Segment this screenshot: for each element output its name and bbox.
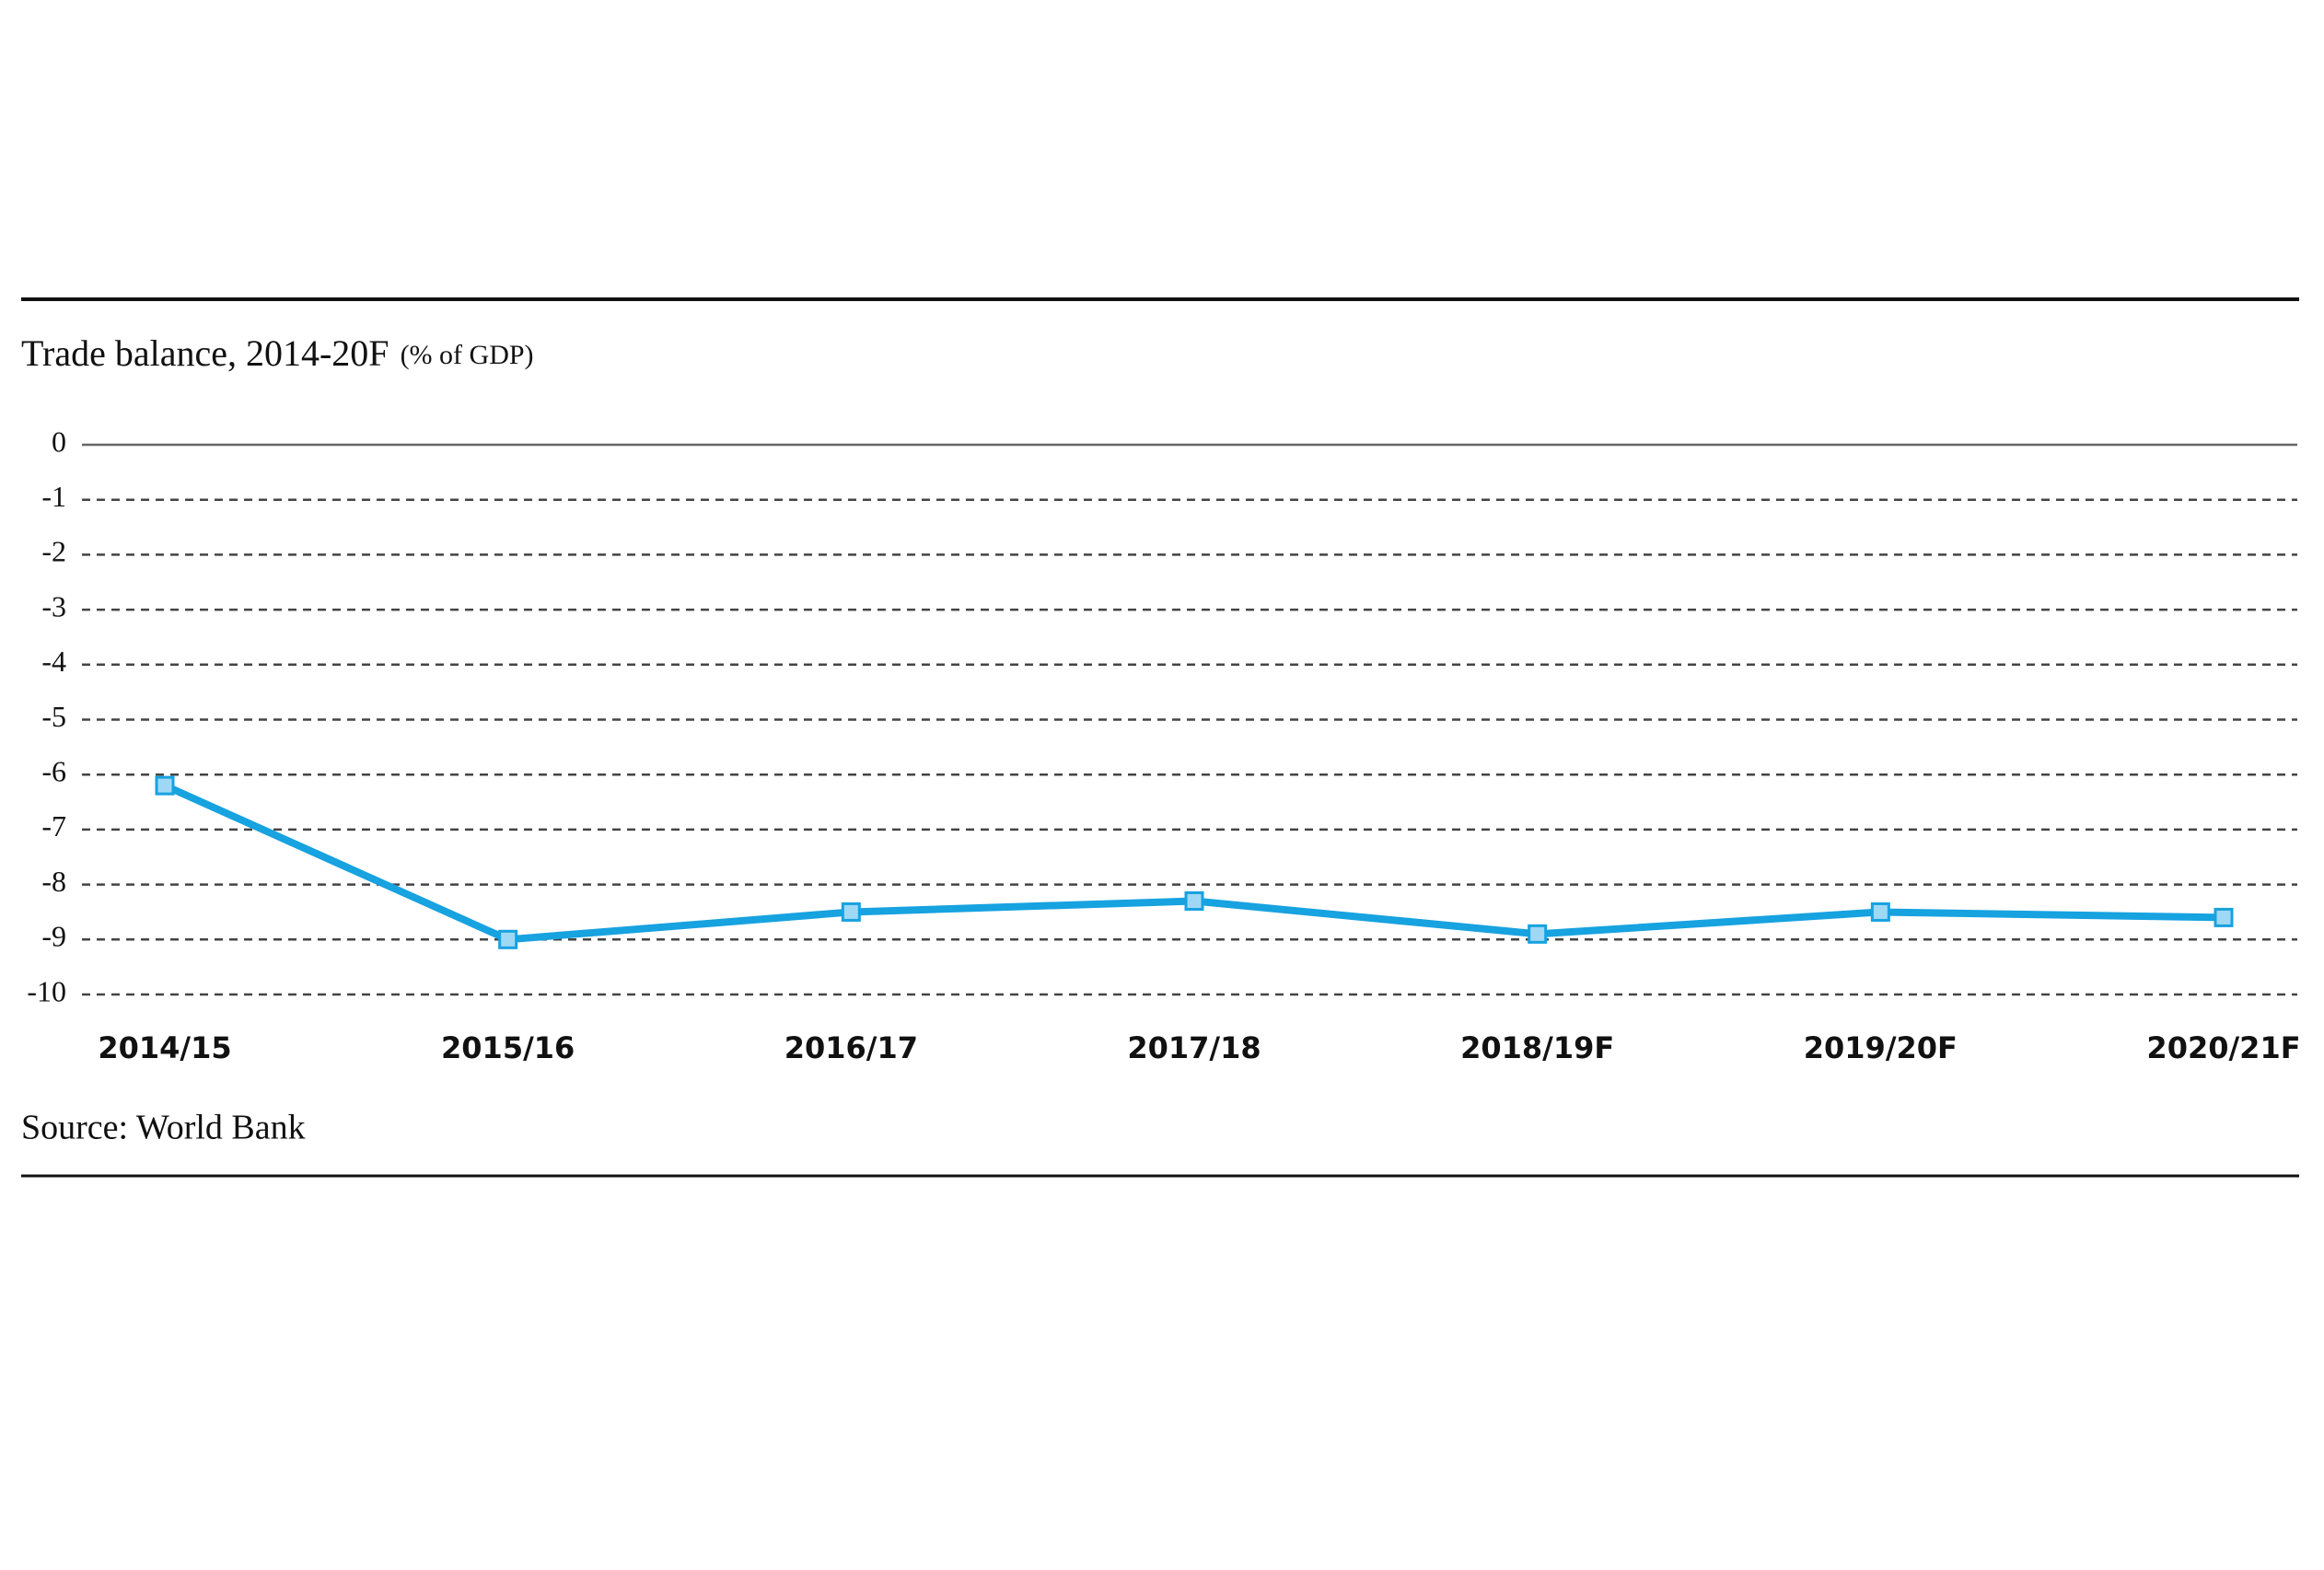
x-tick-label: 2015/16 bbox=[441, 1030, 575, 1065]
source: Source: World Bank bbox=[21, 1109, 306, 1147]
y-tick-label: -1 bbox=[41, 480, 66, 513]
marker bbox=[1870, 901, 1890, 922]
marker bbox=[1184, 891, 1204, 912]
y-tick-label: -4 bbox=[41, 645, 66, 678]
marker bbox=[841, 901, 861, 922]
x-tick-label: 2020/21F bbox=[2146, 1030, 2300, 1065]
marker bbox=[155, 775, 175, 796]
y-tick-label: -5 bbox=[41, 700, 66, 733]
x-tick-label: 2016/17 bbox=[784, 1030, 918, 1065]
x-tick-label: 2018/19F bbox=[1460, 1030, 1614, 1065]
y-tick-label: -10 bbox=[27, 974, 66, 1007]
x-tick-label: 2019/20F bbox=[1804, 1030, 1958, 1065]
y-tick-label: -6 bbox=[41, 755, 66, 788]
y-tick-label: -9 bbox=[41, 920, 66, 953]
marker bbox=[498, 929, 518, 949]
chart-title: Trade balance, 2014-20F (% of GDP) bbox=[21, 332, 534, 374]
y-tick-label: -8 bbox=[41, 865, 66, 898]
marker bbox=[2214, 907, 2234, 927]
series-line bbox=[163, 782, 2225, 944]
y-tick-label: -2 bbox=[41, 535, 66, 568]
x-tick-label: 2017/18 bbox=[1127, 1030, 1261, 1065]
x-tick-label: 2014/15 bbox=[98, 1030, 231, 1065]
marker bbox=[1528, 924, 1548, 944]
y-tick-label: 0 bbox=[52, 424, 66, 458]
y-tick-label: -3 bbox=[41, 589, 66, 622]
title: Trade balance, 2014-20F bbox=[21, 332, 389, 374]
subtitle: (% of GDP) bbox=[401, 340, 534, 370]
y-tick-label: -7 bbox=[41, 809, 66, 843]
